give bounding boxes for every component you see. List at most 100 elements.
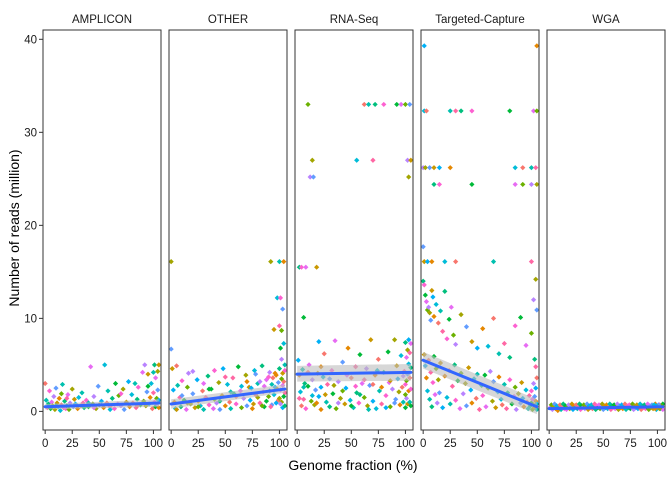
data-point xyxy=(331,382,337,388)
x-tick-label: 75 xyxy=(120,438,133,450)
data-point xyxy=(642,406,649,412)
data-point xyxy=(503,406,510,412)
data-point xyxy=(600,406,606,413)
data-point xyxy=(357,392,363,398)
data-point xyxy=(342,401,348,407)
data-point xyxy=(476,406,483,413)
data-point xyxy=(244,379,250,385)
data-point xyxy=(247,397,253,403)
facet-panel-rna-seq: RNA-Seq 0 25 50 75 100 xyxy=(294,14,415,450)
x-tick-label: 50 xyxy=(219,438,232,450)
data-point xyxy=(447,108,453,114)
data-point xyxy=(155,387,161,393)
data-point xyxy=(195,404,201,410)
data-point xyxy=(520,165,526,171)
data-point xyxy=(496,351,502,357)
data-point xyxy=(397,402,403,408)
x-axis-title: Genome fraction (%) xyxy=(288,457,417,473)
data-point xyxy=(277,295,284,301)
data-point xyxy=(155,368,161,374)
data-point xyxy=(423,375,430,381)
data-point xyxy=(265,393,272,400)
data-point xyxy=(485,343,491,349)
data-point xyxy=(91,393,97,400)
facet-panel-amplicon: AMPLICON 0 25 50 75 100 xyxy=(42,14,163,450)
y-tick-label: 30 xyxy=(24,127,37,139)
data-point xyxy=(318,406,324,413)
data-point xyxy=(79,390,85,396)
x-tick-label: 50 xyxy=(93,438,106,450)
data-point xyxy=(428,317,434,323)
data-point xyxy=(490,315,497,321)
x-tick-label: 0 xyxy=(420,438,426,450)
data-point xyxy=(391,337,398,343)
data-point xyxy=(566,402,572,408)
data-point xyxy=(244,403,250,409)
data-point xyxy=(230,375,236,381)
data-point xyxy=(276,366,283,372)
data-point xyxy=(429,259,435,265)
data-point xyxy=(408,403,414,409)
panel-border xyxy=(294,29,414,431)
data-point xyxy=(324,381,331,388)
data-point xyxy=(145,383,151,389)
data-point xyxy=(276,323,283,329)
data-point xyxy=(227,399,233,405)
data-point xyxy=(444,394,450,401)
data-point xyxy=(533,165,539,171)
data-point xyxy=(57,407,63,414)
data-point xyxy=(305,383,311,389)
data-point xyxy=(102,362,108,368)
data-point xyxy=(402,405,409,411)
data-point xyxy=(58,391,65,397)
data-point xyxy=(386,379,392,386)
data-point xyxy=(482,372,488,378)
data-point xyxy=(383,405,389,411)
data-point xyxy=(281,393,287,400)
data-point xyxy=(340,388,346,394)
data-point xyxy=(407,399,413,405)
data-point xyxy=(281,379,287,385)
data-point xyxy=(183,406,189,413)
data-point xyxy=(303,264,309,270)
data-point xyxy=(394,101,400,108)
data-point xyxy=(353,383,359,389)
data-point xyxy=(375,356,381,362)
data-point xyxy=(387,404,393,410)
data-point xyxy=(528,165,535,171)
data-point xyxy=(423,108,430,114)
data-point xyxy=(400,399,406,405)
trend-line xyxy=(295,370,413,376)
data-point xyxy=(420,278,426,284)
data-point xyxy=(277,345,284,351)
data-point xyxy=(154,395,160,401)
data-point xyxy=(383,392,389,399)
data-point xyxy=(366,406,372,413)
data-point xyxy=(373,406,379,412)
panel-border xyxy=(546,29,666,431)
data-point xyxy=(608,406,614,413)
data-point xyxy=(623,406,629,413)
data-point xyxy=(343,385,349,391)
data-point xyxy=(175,382,181,388)
data-point xyxy=(368,337,374,343)
data-point xyxy=(190,368,196,374)
data-point xyxy=(263,377,270,383)
y-tick-label: 10 xyxy=(24,313,37,325)
data-point xyxy=(42,380,48,387)
data-point xyxy=(190,391,196,397)
y-tick-label: 0 xyxy=(31,406,37,418)
data-point xyxy=(403,395,410,401)
data-point xyxy=(170,387,176,393)
data-point xyxy=(427,396,433,402)
data-point xyxy=(530,297,537,303)
data-point xyxy=(422,165,428,171)
data-point xyxy=(151,362,158,368)
data-point xyxy=(469,181,475,188)
data-point xyxy=(440,405,446,411)
data-point xyxy=(274,295,280,301)
data-point xyxy=(308,398,314,404)
data-point xyxy=(593,406,599,413)
data-point xyxy=(446,316,452,322)
data-point xyxy=(142,362,148,368)
